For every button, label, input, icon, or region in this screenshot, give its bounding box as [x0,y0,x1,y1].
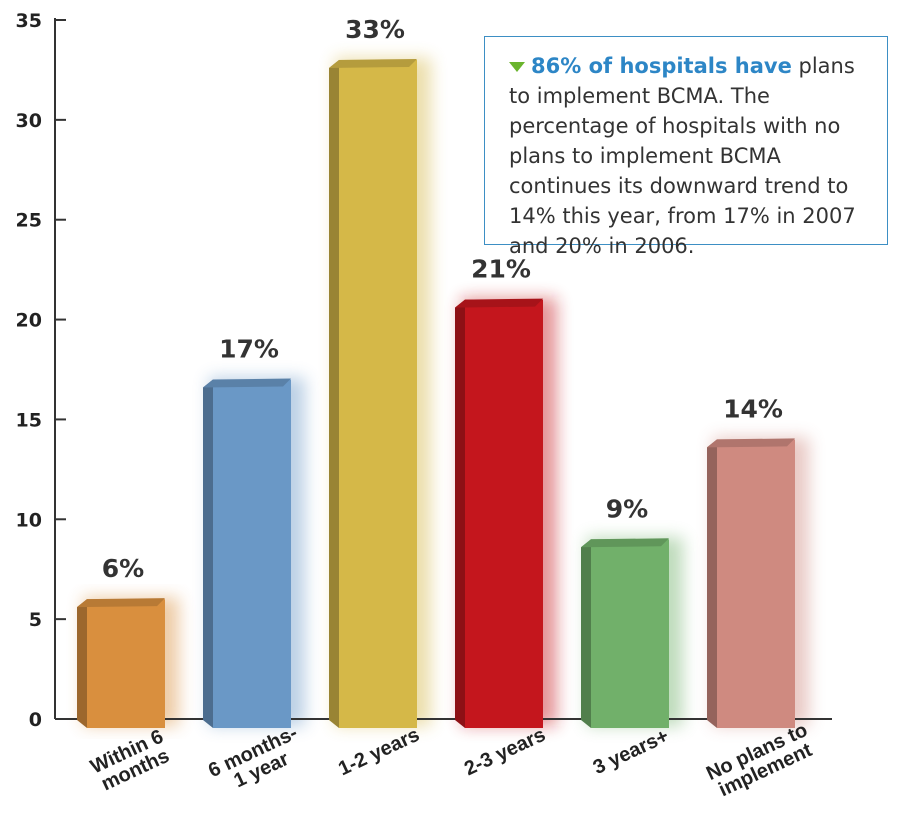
x-tick-label: 2-3 years [461,724,549,781]
x-tick-label: 3 years+ [590,725,672,779]
bar [591,539,669,728]
data-label: 17% [219,334,279,363]
y-tick-label: 35 [16,10,42,32]
x-tick-label: 6 months-1 year [205,722,301,792]
data-label: 33% [345,15,405,44]
y-tick-label: 0 [29,709,42,731]
bar-top [707,438,795,448]
y-tick-label: 5 [29,609,42,631]
bar-top [203,378,291,388]
bar-side [329,59,339,728]
bar-top [77,598,165,608]
annotation-box: 86% of hospitals have plans to implement… [484,36,888,258]
y-tick-label: 25 [16,210,42,232]
data-label: 21% [471,255,531,284]
y-tick-label: 30 [16,110,42,132]
bar [213,379,291,728]
y-tick-label: 15 [16,409,42,431]
bar [339,59,417,728]
bar [465,299,543,728]
x-tick-label: 1-2 years [335,724,423,781]
bar [717,439,795,728]
x-tick-label-line: 3 years+ [590,725,672,779]
annotation-text: plans to implement BCMA. The percentage … [509,54,856,258]
data-label: 6% [102,554,144,583]
bar-top [581,538,669,548]
y-tick-label: 10 [16,509,42,531]
bar-side [581,539,591,728]
x-tick-label-line: 1-2 years [335,724,423,781]
bar-side [77,599,87,728]
data-label: 9% [606,494,648,523]
bar-side [707,439,717,728]
bar-top [329,58,417,68]
data-label: 14% [723,394,783,423]
bar-side [455,299,465,728]
bar-top [455,298,543,308]
bar [87,599,165,728]
bar-side [203,379,213,728]
x-tick-label-line: 2-3 years [461,724,549,781]
annotation-highlight: 86% of hospitals have [531,54,792,78]
y-tick-label: 20 [16,310,42,332]
down-triangle-icon [509,62,525,72]
